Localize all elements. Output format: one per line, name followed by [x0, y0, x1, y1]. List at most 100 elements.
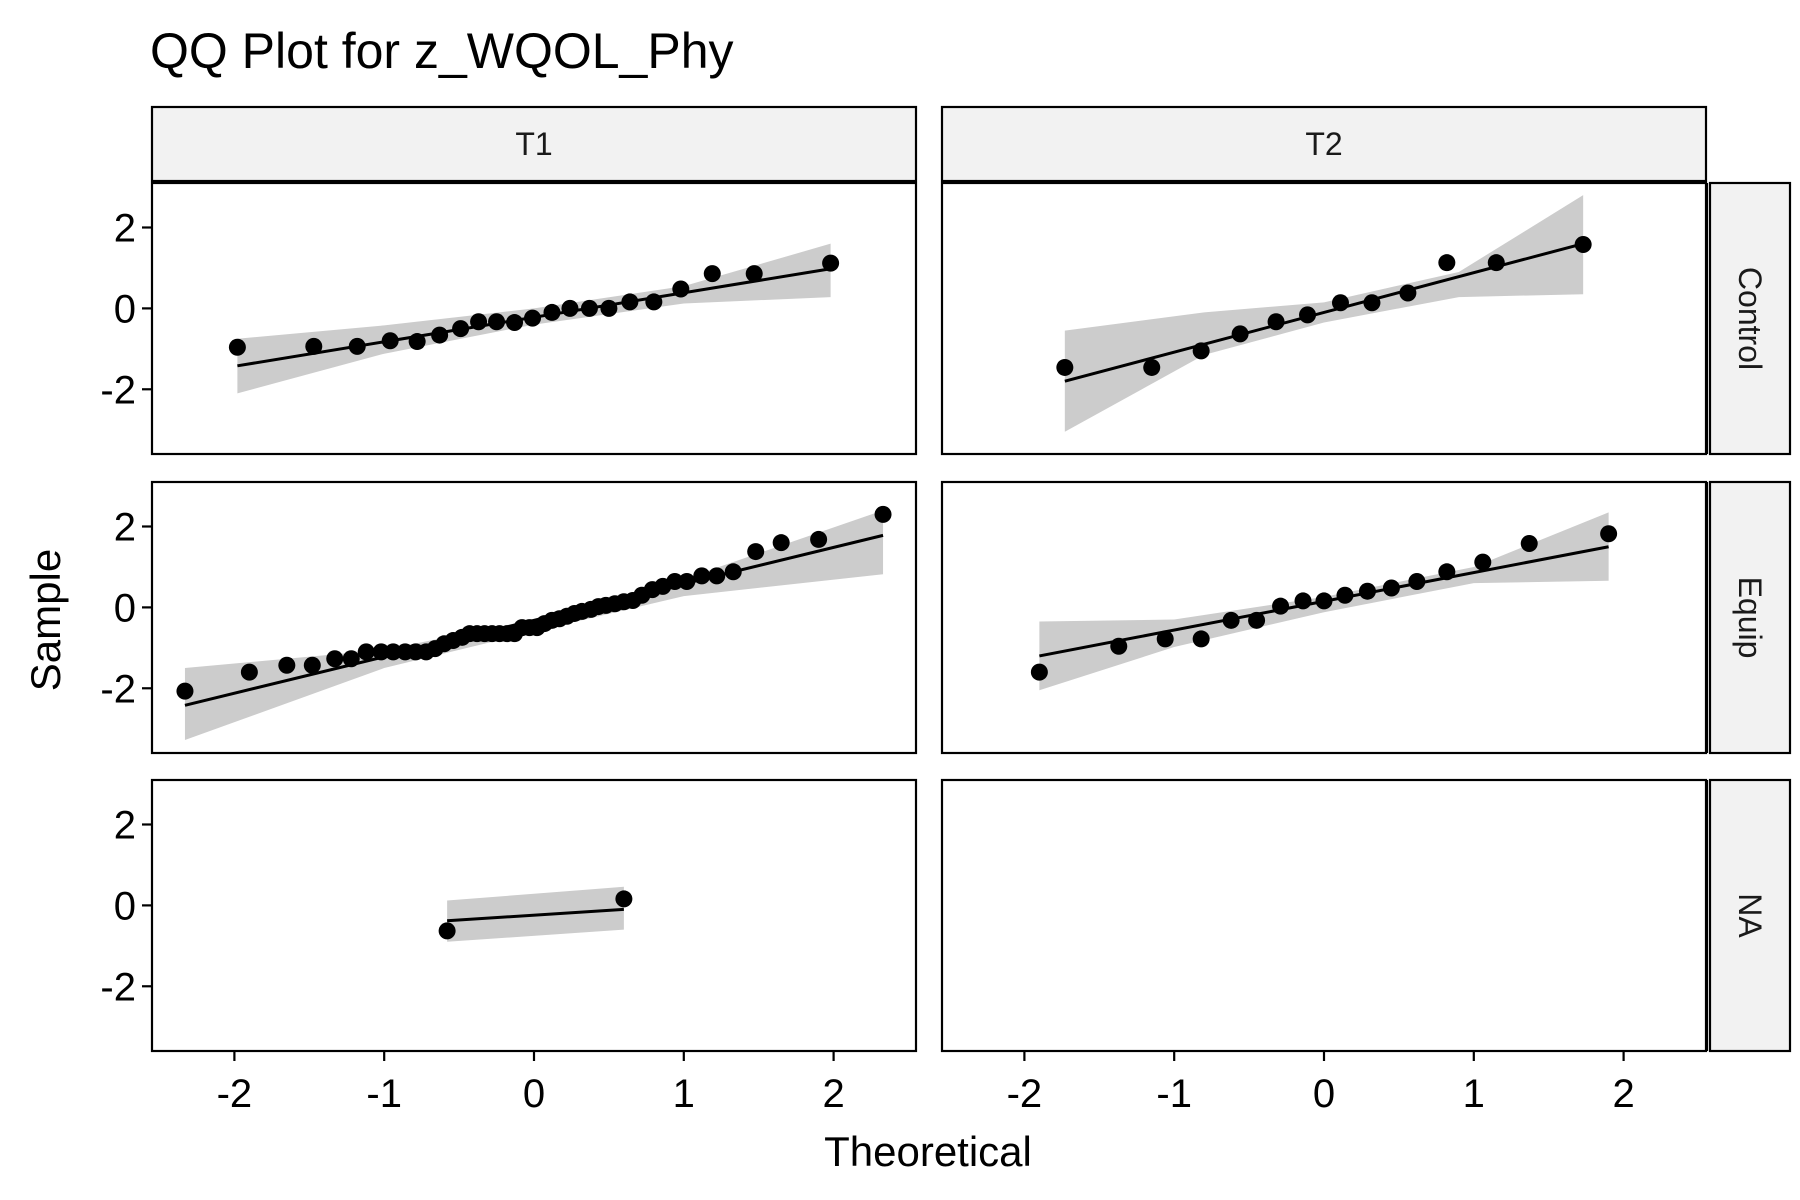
data-point-t2-equip-11 [1382, 579, 1400, 597]
x-tick-label-t2-3: 1 [1463, 1072, 1485, 1116]
data-point-t1-equip-0 [176, 682, 194, 700]
panel-t2-na [940, 778, 1708, 1053]
panel-border-t2-na [940, 778, 1708, 1053]
data-point-t1-na-0 [438, 922, 456, 940]
data-point-t1-control-3 [381, 332, 399, 350]
data-point-t2-equip-9 [1336, 586, 1354, 604]
data-point-t1-equip-44 [708, 567, 726, 585]
data-point-t1-na-1 [615, 890, 633, 908]
data-point-t1-equip-3 [303, 656, 321, 674]
data-point-t2-control-0 [1056, 358, 1074, 376]
data-point-t2-control-11 [1574, 235, 1592, 253]
x-tick-label-t1-4: 2 [822, 1072, 844, 1116]
x-tick-label-t2-0: -2 [1007, 1072, 1043, 1116]
data-point-t2-control-2 [1192, 342, 1210, 360]
data-point-t2-control-6 [1331, 294, 1349, 312]
facet-strip-na [1708, 778, 1792, 1053]
data-point-t2-equip-14 [1474, 553, 1492, 571]
data-point-t1-equip-2 [278, 656, 296, 674]
facet-strip-label-t1: T1 [515, 126, 552, 162]
data-point-t1-control-6 [452, 320, 470, 338]
panel-t1-equip [150, 480, 918, 755]
data-point-t1-equip-8 [384, 643, 402, 661]
panel-border-t1-control [150, 181, 918, 456]
x-tick-label-t1-2: 0 [523, 1072, 545, 1116]
data-point-t1-control-1 [305, 337, 323, 355]
data-point-t1-equip-43 [693, 567, 711, 585]
data-point-t1-control-9 [506, 314, 524, 332]
data-point-t1-equip-48 [810, 530, 828, 548]
data-point-t1-control-7 [470, 313, 488, 331]
data-point-t2-equip-4 [1222, 611, 1240, 629]
chart-title: QQ Plot for z_WQOL_Phy [150, 23, 734, 79]
y-tick-label-na-1: 0 [114, 884, 136, 928]
data-point-t2-equip-8 [1315, 592, 1333, 610]
data-point-t1-control-10 [524, 309, 542, 327]
data-point-t2-equip-5 [1248, 611, 1266, 629]
data-point-t2-equip-12 [1408, 573, 1426, 591]
y-tick-label-equip-0: -2 [100, 667, 136, 711]
y-tick-label-control-2: 2 [114, 206, 136, 250]
data-point-t2-control-9 [1438, 254, 1456, 272]
data-point-t2-control-7 [1363, 294, 1381, 312]
data-point-t1-equip-46 [747, 543, 765, 561]
data-point-t1-control-19 [745, 265, 763, 283]
data-point-t2-control-8 [1399, 284, 1417, 302]
data-point-t2-equip-2 [1156, 630, 1174, 648]
data-point-t1-control-17 [672, 280, 690, 298]
data-point-t1-control-12 [561, 299, 579, 317]
panel-border-t2-equip [940, 480, 1708, 755]
facet-panels: T1 T2 Control Equip NA -2 0 2 -2 0 2 -2 0 2 -2 -1 0 1 2 -2 -… [100, 105, 1792, 1116]
data-point-t2-equip-10 [1358, 582, 1376, 600]
data-point-t2-equip-0 [1030, 663, 1048, 681]
x-tick-label-t2-2: 0 [1313, 1072, 1335, 1116]
data-point-t1-control-18 [703, 265, 721, 283]
facet-strip-t2 [940, 105, 1708, 183]
x-tick-label-t1-3: 1 [673, 1072, 695, 1116]
data-point-t2-equip-15 [1520, 534, 1538, 552]
facet-strip-label-equip: Equip [1732, 577, 1768, 659]
data-point-t2-control-4 [1267, 313, 1285, 331]
y-tick-label-na-0: -2 [100, 965, 136, 1009]
x-tick-label-t2-4: 2 [1612, 1072, 1634, 1116]
data-point-t1-control-11 [543, 303, 561, 321]
data-point-t2-equip-3 [1192, 630, 1210, 648]
panel-border-t2-control [940, 181, 1708, 456]
data-point-t1-equip-4 [326, 650, 344, 668]
x-tick-label-t1-1: -1 [366, 1072, 402, 1116]
data-point-t1-control-14 [600, 299, 618, 317]
panel-t2-control [940, 181, 1708, 456]
facet-strip-equip [1708, 480, 1792, 755]
y-tick-label-control-1: 0 [114, 287, 136, 331]
facet-strip-label-t2: T2 [1305, 126, 1342, 162]
data-point-t1-control-8 [488, 313, 506, 331]
data-point-t1-control-4 [408, 333, 426, 351]
facet-strip-t1 [150, 105, 918, 183]
data-point-t1-control-2 [348, 337, 366, 355]
data-point-t2-control-1 [1143, 358, 1161, 376]
x-tick-label-t1-0: -2 [217, 1072, 253, 1116]
y-tick-label-equip-1: 0 [114, 586, 136, 630]
data-point-t1-equip-6 [357, 643, 375, 661]
data-point-t1-equip-1 [240, 663, 258, 681]
y-tick-label-na-2: 2 [114, 803, 136, 847]
data-point-t1-control-0 [228, 338, 246, 356]
data-point-t2-equip-1 [1110, 637, 1128, 655]
data-point-t2-control-3 [1231, 325, 1249, 343]
reference-line-t1-na [447, 907, 624, 923]
facet-strip-label-control: Control [1732, 267, 1768, 370]
data-point-t2-equip-7 [1294, 592, 1312, 610]
y-tick-label-equip-2: 2 [114, 505, 136, 549]
y-tick-label-control-0: -2 [100, 368, 136, 412]
data-point-t1-control-13 [580, 299, 598, 317]
panel-t1-control [150, 181, 918, 456]
data-point-t2-equip-16 [1600, 525, 1618, 543]
panel-t1-na [150, 778, 918, 1053]
data-point-t1-equip-5 [342, 650, 360, 668]
data-point-t1-equip-45 [724, 563, 742, 581]
panel-border-t1-equip [150, 480, 918, 755]
y-axis-title: Sample [22, 549, 69, 691]
data-point-t2-control-5 [1299, 306, 1317, 324]
